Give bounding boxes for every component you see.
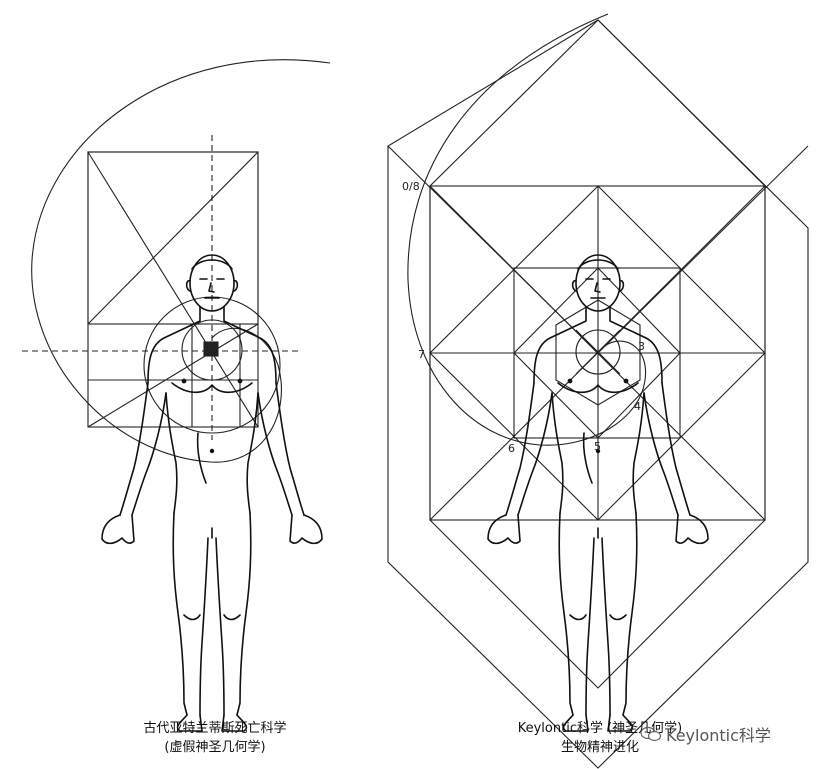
- left-caption-title: 古代亚特兰蒂斯死亡科学: [143, 721, 287, 736]
- left-caption-subtitle: (虚假神圣几何学): [164, 740, 266, 755]
- point-label-7: 7: [418, 348, 425, 361]
- point-labels: 0/8 7 6 5 4 3: [402, 180, 645, 455]
- right-caption-subtitle: 生物精神进化: [560, 740, 639, 755]
- golden-spiral: [407, 13, 647, 446]
- heart-hexagon: [555, 299, 641, 406]
- left-diagram: [22, 59, 331, 732]
- watermark: Keylontic科学: [640, 722, 771, 746]
- point-label-6: 6: [508, 442, 515, 455]
- point-label-3: 3: [638, 340, 645, 353]
- golden-spiral: [31, 59, 331, 463]
- wechat-icon: [640, 726, 662, 742]
- point-label-0-8: 0/8: [402, 180, 420, 193]
- left-caption: 古代亚特兰蒂斯死亡科学 (虚假神圣几何学): [95, 719, 335, 757]
- heart-circle: [575, 329, 621, 375]
- point-label-4: 4: [634, 400, 641, 413]
- point-label-5: 5: [594, 440, 601, 453]
- watermark-text: Keylontic科学: [666, 726, 771, 745]
- right-diagram: [387, 13, 809, 769]
